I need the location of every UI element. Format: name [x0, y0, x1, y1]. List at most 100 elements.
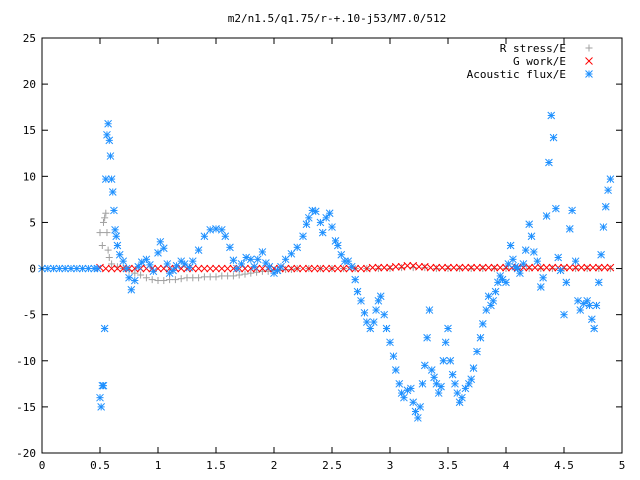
data-point [386, 338, 394, 347]
data-point [185, 263, 194, 272]
data-point [159, 244, 168, 253]
data-point [250, 262, 259, 271]
data-point [265, 262, 274, 271]
data-point [467, 265, 475, 273]
data-point [525, 220, 534, 229]
data-point [458, 393, 466, 402]
data-point [449, 263, 458, 272]
data-point [430, 373, 438, 382]
x-tick-label: 0 [39, 459, 46, 472]
y-tick-label: -20 [16, 447, 36, 460]
data-point [418, 379, 427, 388]
data-point [262, 259, 270, 267]
data-point [448, 370, 457, 379]
data-point [531, 263, 539, 272]
data-point [542, 263, 551, 272]
data-point [416, 403, 425, 411]
data-point [108, 260, 116, 268]
data-point [595, 265, 603, 273]
data-point [473, 263, 481, 272]
data-point [110, 206, 118, 215]
data-point [154, 249, 162, 257]
data-point [206, 264, 215, 273]
data-point [547, 111, 556, 120]
data-point [600, 263, 609, 272]
data-point [601, 202, 610, 211]
series-2 [38, 111, 615, 422]
data-point [325, 209, 334, 218]
data-point [111, 225, 119, 234]
data-point [368, 263, 377, 272]
data-point [97, 403, 106, 411]
data-point [131, 269, 139, 277]
data-point [490, 263, 499, 272]
data-point [333, 264, 342, 273]
data-point [212, 273, 220, 281]
data-point [287, 264, 296, 273]
data-point [606, 263, 615, 272]
data-point [229, 272, 237, 280]
data-point [287, 265, 295, 273]
data-point [339, 264, 348, 273]
data-point [426, 263, 435, 272]
x-tick-label: 1.5 [206, 459, 226, 472]
data-point [537, 265, 545, 273]
data-point [583, 263, 592, 272]
data-point [571, 257, 580, 266]
data-point [105, 253, 113, 261]
data-point [556, 266, 565, 275]
data-point [473, 347, 481, 356]
data-point [98, 242, 106, 249]
data-point [554, 253, 563, 262]
data-point [235, 271, 243, 279]
data-point [247, 269, 255, 277]
data-point [277, 262, 285, 271]
data-point [113, 241, 122, 250]
data-point [163, 260, 172, 268]
x-tick-label: 1 [155, 459, 162, 472]
data-point [461, 384, 470, 393]
data-point [391, 262, 400, 271]
data-point [552, 204, 560, 213]
data-point [432, 265, 440, 273]
data-point [122, 264, 131, 273]
data-point [587, 315, 596, 324]
data-point [119, 257, 128, 266]
y-tick-label: -15 [16, 401, 36, 414]
data-point [467, 375, 476, 384]
data-point [226, 243, 234, 252]
data-point [478, 320, 487, 328]
data-point [369, 318, 378, 326]
data-point [180, 260, 189, 268]
data-point [287, 249, 296, 258]
data-point [171, 276, 179, 284]
data-point [437, 382, 445, 391]
data-point [597, 250, 605, 259]
data-point [258, 248, 267, 256]
y-tick-label: -10 [16, 355, 36, 368]
data-point [536, 263, 545, 272]
y-tick-label: -5 [23, 309, 36, 322]
data-point [380, 310, 389, 319]
data-point [146, 261, 154, 269]
x-tick-label: 5 [619, 459, 626, 472]
data-point [519, 260, 528, 268]
chart-title: m2/n1.5/q1.75/r-+.10-j53/M7.0/512 [228, 12, 447, 25]
data-point [571, 263, 580, 272]
data-point [427, 366, 436, 374]
plot-area [38, 111, 615, 422]
data-point [322, 264, 331, 273]
legend-label: G work/E [513, 55, 566, 68]
data-point [604, 186, 612, 195]
data-point [200, 232, 209, 241]
data-point [333, 241, 342, 250]
data-point [432, 263, 441, 272]
legend-label: Acoustic flux/E [467, 68, 566, 81]
data-point [106, 152, 115, 160]
data-point [382, 324, 391, 333]
data-point [93, 264, 102, 273]
data-point [380, 263, 389, 272]
data-point [344, 257, 353, 266]
data-point [389, 352, 398, 361]
data-point [589, 263, 597, 272]
